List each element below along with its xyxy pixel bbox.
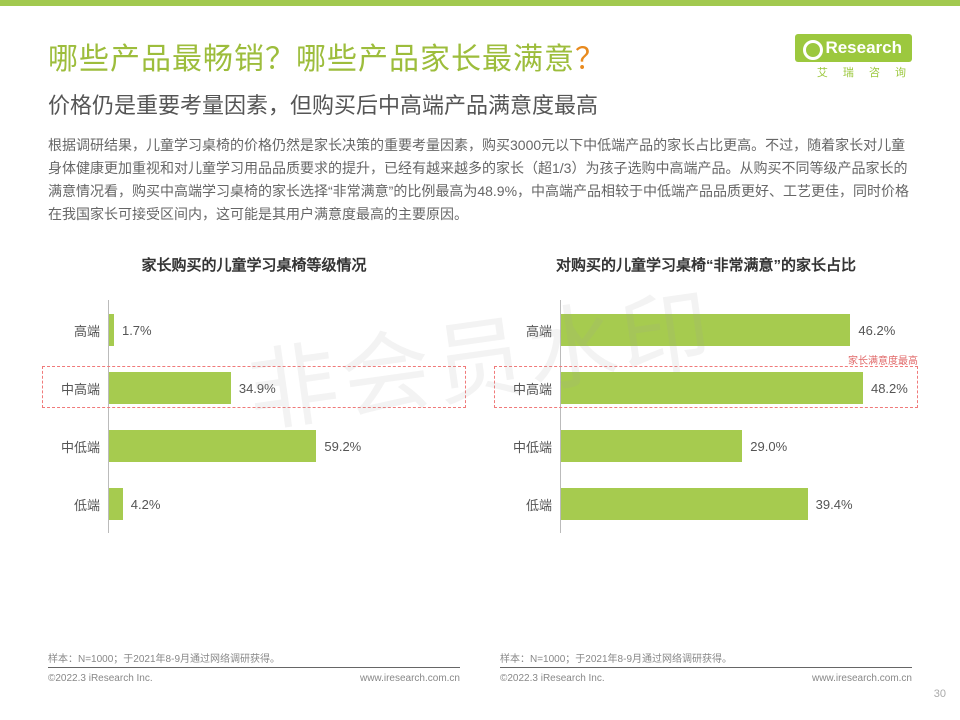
bar-track: 39.4%: [560, 488, 912, 520]
page-content: 哪些产品最畅销？哪些产品家长最满意？ Research 艾 瑞 咨 询 价格仍是…: [0, 6, 960, 533]
bar-row: 中低端 59.2%: [48, 417, 460, 475]
bar-fill: [560, 314, 850, 346]
bar-track: 59.2%: [108, 430, 460, 462]
footer: 样本：N=1000；于2021年8-9月通过网络调研获得。 ©2022.3 iR…: [48, 667, 912, 702]
bar-fill: [108, 430, 316, 462]
header-row: 哪些产品最畅销？哪些产品家长最满意？ Research 艾 瑞 咨 询: [48, 34, 912, 80]
bar-value: 46.2%: [858, 323, 895, 338]
logo-subtext: 艾 瑞 咨 询: [795, 64, 912, 80]
bar-label: 高端: [48, 321, 108, 340]
chart-left: 家长购买的儿童学习桌椅等级情况 高端 1.7% 中高端 34.9% 中低端 59.2% 低端…: [48, 254, 460, 533]
bar-row: 高端 46.2%: [500, 301, 912, 359]
bar-value: 59.2%: [324, 439, 361, 454]
chart-right-bars: 高端 46.2% 中高端 48.2% 中低端 29.0% 低端 39.4%: [500, 301, 912, 533]
bar-track: 1.7%: [108, 314, 460, 346]
bar-fill: [108, 372, 231, 404]
bar-label: 中高端: [48, 379, 108, 398]
logo-badge: Research: [795, 34, 912, 62]
bar-label: 中高端: [500, 379, 560, 398]
bar-row: 中高端 48.2%: [500, 359, 912, 417]
highlight-note: 家长满意度最高: [848, 352, 918, 367]
bar-track: 34.9%: [108, 372, 460, 404]
bar-track: 46.2%: [560, 314, 912, 346]
chart-right-axis: [560, 300, 561, 533]
bar-track: 29.0%: [560, 430, 912, 462]
bar-label: 低端: [500, 495, 560, 514]
bar-label: 中低端: [48, 437, 108, 456]
bar-label: 低端: [48, 495, 108, 514]
bar-value: 29.0%: [750, 439, 787, 454]
bar-label: 中低端: [500, 437, 560, 456]
bar-track: 48.2%: [560, 372, 912, 404]
footer-left: 样本：N=1000；于2021年8-9月通过网络调研获得。 ©2022.3 iR…: [48, 667, 460, 702]
bar-row: 中高端 34.9%: [48, 359, 460, 417]
bar-row: 低端 39.4%: [500, 475, 912, 533]
chart-left-axis: [108, 300, 109, 533]
footer-url-right: www.iresearch.com.cn: [812, 673, 912, 684]
bar-row: 低端 4.2%: [48, 475, 460, 533]
charts-row: 家长购买的儿童学习桌椅等级情况 高端 1.7% 中高端 34.9% 中低端 59.2% 低端…: [48, 254, 912, 533]
bar-value: 48.2%: [871, 381, 908, 396]
chart-left-bars: 高端 1.7% 中高端 34.9% 中低端 59.2% 低端 4.2%: [48, 301, 460, 533]
bar-value: 1.7%: [122, 323, 152, 338]
footer-url-left: www.iresearch.com.cn: [360, 673, 460, 684]
bar-value: 4.2%: [131, 497, 161, 512]
bar-value: 34.9%: [239, 381, 276, 396]
subtitle: 价格仍是重要考量因素，但购买后中高端产品满意度最高: [48, 88, 912, 120]
bar-fill: [560, 488, 808, 520]
footer-copyright-left: ©2022.3 iResearch Inc.: [48, 673, 153, 684]
bar-track: 4.2%: [108, 488, 460, 520]
footer-sample-left: 样本：N=1000；于2021年8-9月通过网络调研获得。: [48, 650, 460, 665]
logo: Research 艾 瑞 咨 询: [795, 34, 912, 80]
bar-fill: [108, 488, 123, 520]
footer-right: 样本：N=1000；于2021年8-9月通过网络调研获得。 ©2022.3 iR…: [500, 667, 912, 702]
bar-fill: [560, 430, 742, 462]
chart-right-title: 对购买的儿童学习桌椅“非常满意”的家长占比: [500, 254, 912, 275]
bar-fill: [560, 372, 863, 404]
bar-row: 高端 1.7%: [48, 301, 460, 359]
footer-copyright-right: ©2022.3 iResearch Inc.: [500, 673, 605, 684]
bar-row: 中低端 29.0%: [500, 417, 912, 475]
bar-label: 高端: [500, 321, 560, 340]
title-orange: ？: [575, 43, 606, 76]
chart-left-title: 家长购买的儿童学习桌椅等级情况: [48, 254, 460, 275]
body-text: 根据调研结果，儿童学习桌椅的价格仍然是家长决策的重要考量因素，购买3000元以下…: [48, 134, 912, 226]
page-number: 30: [934, 688, 946, 700]
page-title: 哪些产品最畅销？哪些产品家长最满意？: [48, 34, 606, 78]
chart-right: 对购买的儿童学习桌椅“非常满意”的家长占比 高端 46.2% 中高端 48.2% 中低端…: [500, 254, 912, 533]
footer-sample-right: 样本：N=1000；于2021年8-9月通过网络调研获得。: [500, 650, 912, 665]
bar-value: 39.4%: [816, 497, 853, 512]
title-text: 哪些产品最畅销？哪些产品家长最满意: [48, 43, 575, 76]
